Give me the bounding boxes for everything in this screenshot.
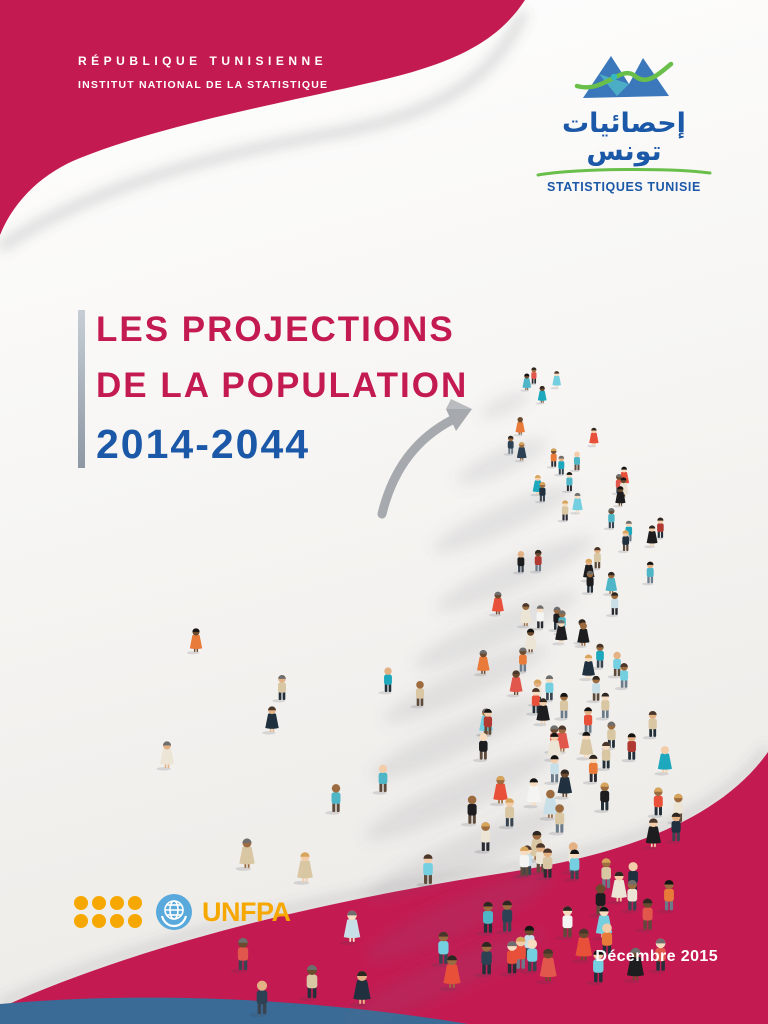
republic-name: RÉPUBLIQUE TUNISIENNE (78, 54, 328, 68)
statistiques-tunisie-logo: إحصائيات تونس STATISTIQUES TUNISIE (524, 44, 724, 194)
unfpa-logo: UNFPA (72, 893, 291, 931)
institute-name: INSTITUT NATIONAL DE LA STATISTIQUE (78, 79, 329, 91)
bottom-blue-accent (0, 997, 468, 1024)
statistiques-tunisie-logo-icon (574, 56, 674, 98)
title-line-2: DE LA POPULATION (96, 366, 469, 405)
publication-date: Décembre 2015 (595, 948, 718, 965)
bottom-swoosh (0, 752, 768, 1024)
institution-header: RÉPUBLIQUE TUNISIENNE INSTITUT NATIONAL … (78, 54, 328, 91)
logo-arabic-text: إحصائيات تونس (562, 108, 686, 168)
unfpa-dots-icon (74, 896, 142, 928)
top-swoosh (0, 0, 525, 235)
cover-title-block: LES PROJECTIONS DE LA POPULATION 2014-20… (78, 302, 468, 472)
top-swoosh-shadow (0, 9, 529, 253)
title-line-1: LES PROJECTIONS (96, 310, 455, 349)
logo-green-swoosh (536, 167, 712, 177)
un-emblem-icon (156, 894, 192, 930)
title-accent-bar (78, 310, 85, 468)
title-years: 2014-2044 (96, 421, 311, 467)
unfpa-label: UNFPA (202, 896, 291, 927)
logo-caption: STATISTIQUES TUNISIE (547, 179, 701, 194)
